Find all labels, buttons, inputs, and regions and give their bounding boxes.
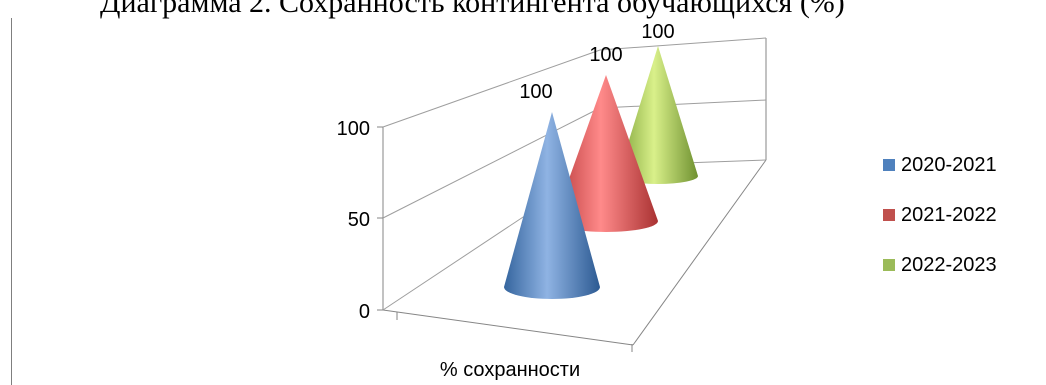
legend-swatch — [883, 159, 895, 171]
data-label: 100 — [519, 81, 552, 103]
chart-frame-border — [11, 18, 12, 385]
cone-2022-2023 — [618, 46, 698, 184]
legend-swatch — [883, 259, 895, 271]
legend-item: 2021-2022 — [883, 190, 997, 240]
data-label: 100 — [641, 21, 674, 43]
floor-right-edge — [632, 159, 767, 346]
gridline — [599, 37, 767, 51]
x-category-label: % сохранности — [440, 359, 580, 381]
legend-label: 2022-2023 — [901, 253, 997, 276]
y-tick-label: 50 — [348, 209, 370, 231]
chart-title: Диаграмма 2. Сохранность контингента обу… — [100, 0, 845, 19]
legend-item: 2022-2023 — [883, 240, 997, 290]
legend-label: 2021-2022 — [901, 203, 997, 226]
legend-swatch — [883, 209, 895, 221]
y-tick-label: 100 — [337, 118, 370, 140]
data-label: 100 — [589, 44, 622, 66]
gridline — [599, 99, 767, 109]
cone-2021-2022 — [554, 75, 658, 232]
legend-item: 2020-2021 — [883, 140, 997, 190]
cone-2020-2021 — [504, 112, 600, 299]
gridline — [382, 49, 601, 128]
legend-label: 2020-2021 — [901, 153, 997, 176]
gridline — [382, 107, 601, 219]
floor-front-edge — [382, 309, 634, 346]
y-tick-label: 0 — [359, 301, 370, 323]
legend: 2020-2021 2021-2022 2022-2023 — [883, 140, 997, 290]
